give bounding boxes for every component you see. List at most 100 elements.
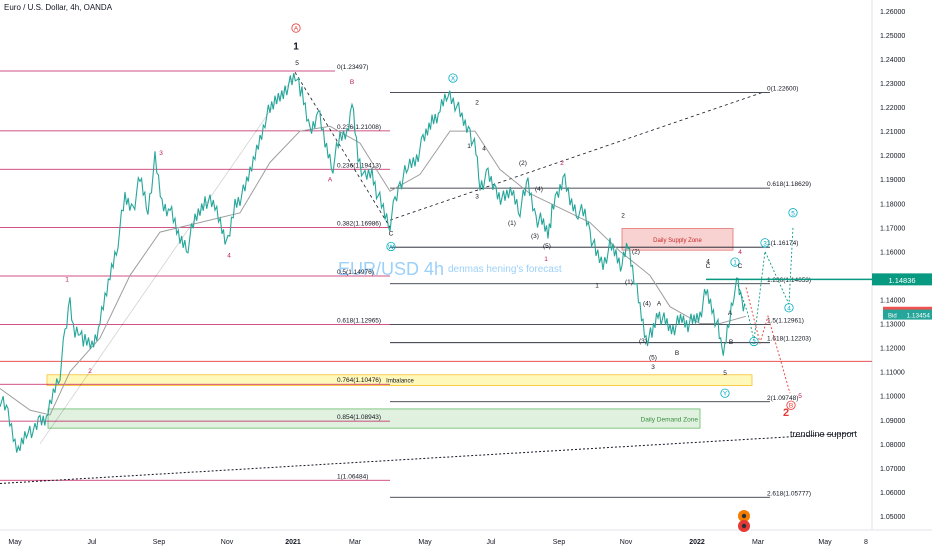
fib-label: 1.618(1.12203)	[767, 336, 811, 343]
wave-label: 4	[706, 258, 710, 265]
x-tick-label: Jul	[487, 539, 496, 546]
x-tick-label: Jul	[88, 539, 97, 546]
wave-label: 5	[798, 393, 802, 400]
y-tick-label: 1.26000	[880, 9, 905, 16]
wave-label: 4	[738, 249, 742, 256]
watermark-sub: denmas hening's forecast	[448, 264, 562, 275]
wave-label: A	[657, 300, 662, 307]
supply-zone	[621, 228, 734, 251]
current-price-tag	[872, 273, 932, 286]
wave-label-circle	[749, 336, 759, 347]
wave-label: B	[789, 403, 793, 410]
y-tick-label: 1.16000	[880, 249, 905, 256]
supply-zone-label: Daily Supply Zone	[653, 238, 702, 244]
demand-zone-label: Daily Demand Zone	[641, 417, 699, 424]
y-tick-label: 1.08000	[880, 442, 905, 449]
x-tick-label: Nov	[620, 539, 633, 546]
y-tick-label: 1.25000	[880, 33, 905, 40]
x-tick-label: Sep	[553, 539, 566, 546]
wave-label: 3	[475, 193, 479, 200]
x-tick-label: May	[418, 539, 432, 546]
fib-label: 0.854(1.08943)	[337, 414, 381, 421]
fib-label: 1.236(1.14653)	[767, 277, 811, 284]
fib-label: 1.5(1.12961)	[767, 317, 804, 324]
y-tick-label: 1.23000	[880, 81, 905, 88]
x-tick-label: May	[8, 539, 22, 546]
wave-label: 2	[475, 100, 479, 107]
wave-label: Y	[723, 391, 728, 398]
watermark-main: EUR/USD 4h	[338, 259, 444, 279]
moving-average-line	[0, 125, 747, 416]
wave-label: W	[388, 244, 395, 251]
y-tick-label: 1.11000	[880, 370, 905, 377]
wave-label-circle	[291, 23, 301, 33]
x-tick-label: Nov	[221, 539, 234, 546]
price-series	[0, 73, 746, 453]
wave-label: 2	[621, 213, 625, 220]
wave-label: X	[451, 76, 456, 83]
wave-label: B	[729, 339, 733, 346]
x-tick-label: Mar	[349, 539, 362, 546]
wave-label: 4	[787, 305, 791, 312]
fib-label: 0.618(1.18629)	[767, 181, 811, 188]
y-tick-label: 1.19000	[880, 177, 905, 184]
x-tick-label: 2022	[689, 539, 705, 546]
wave-label: C	[389, 231, 394, 238]
wave-label: 2	[88, 368, 92, 375]
wave-label-circle	[386, 241, 396, 252]
logo-icon-dot	[741, 513, 747, 519]
dashed-channel-line	[389, 92, 763, 221]
wave-label: 1	[595, 282, 599, 289]
fib-label: 0.618(1.12965)	[337, 317, 381, 324]
y-tick-label: 1.12000	[880, 346, 905, 353]
y-tick-label: 1.09000	[880, 418, 905, 425]
dashed-wave-line	[294, 71, 391, 228]
fib-label: 0.5(1.14976)	[337, 269, 374, 276]
projection-bear	[745, 287, 791, 394]
fib-label: 0.236(1.19413)	[337, 162, 381, 169]
wave-label: (1)	[625, 279, 633, 286]
wave-label: (4)	[535, 186, 543, 193]
y-tick-label: 1.07000	[880, 466, 905, 473]
fib-label: 1(1.06484)	[337, 473, 368, 480]
x-tick-label: 8	[864, 539, 868, 546]
demand-zone	[47, 408, 701, 429]
y-tick-label: 1.21000	[880, 129, 905, 136]
wave-label: 3	[159, 150, 163, 157]
wave-label: C	[706, 263, 711, 270]
wave-label: 3	[651, 364, 655, 371]
wave-label: (5)	[543, 243, 551, 250]
logo-icon-dot-lower	[741, 523, 747, 529]
wave-label-circle	[730, 257, 740, 267]
wave-label: (4)	[643, 300, 651, 307]
wave-label: (1)	[508, 220, 516, 227]
y-tick-label: 1.10000	[880, 394, 905, 401]
trendline-label: trendline support	[790, 429, 858, 439]
x-tick-label: May	[818, 539, 832, 546]
wave-label: 5	[295, 60, 299, 67]
imbalance-zone-label: Imbalance	[386, 379, 414, 385]
wave-label-circle	[784, 303, 794, 313]
wave-label: 2	[752, 339, 756, 346]
y-tick-label: 1.13000	[880, 322, 905, 329]
wave-label-circle	[720, 388, 730, 398]
fib-label: 0.764(1.10476)	[337, 377, 381, 384]
faint-diagonal	[39, 73, 297, 445]
imbalance-zone	[46, 374, 753, 386]
bid-label: Bid	[888, 314, 897, 320]
wave-label-circle	[448, 73, 458, 83]
wave-label: C	[738, 263, 743, 270]
wave-label: (3)	[639, 338, 647, 345]
y-tick-label: 1.14000	[880, 297, 905, 304]
fib-label: 0.236(1.21008)	[337, 124, 381, 131]
wave-label: A	[328, 177, 333, 184]
y-tick-label: 1.18000	[880, 201, 905, 208]
x-tick-label: Sep	[153, 539, 166, 546]
y-tick-label: 1.24000	[880, 57, 905, 64]
fib-label: 2.618(1.05777)	[767, 490, 811, 497]
wave-label: (2)	[519, 160, 527, 167]
y-tick-label: 1.05000	[880, 514, 905, 521]
projection-bull	[737, 227, 794, 341]
